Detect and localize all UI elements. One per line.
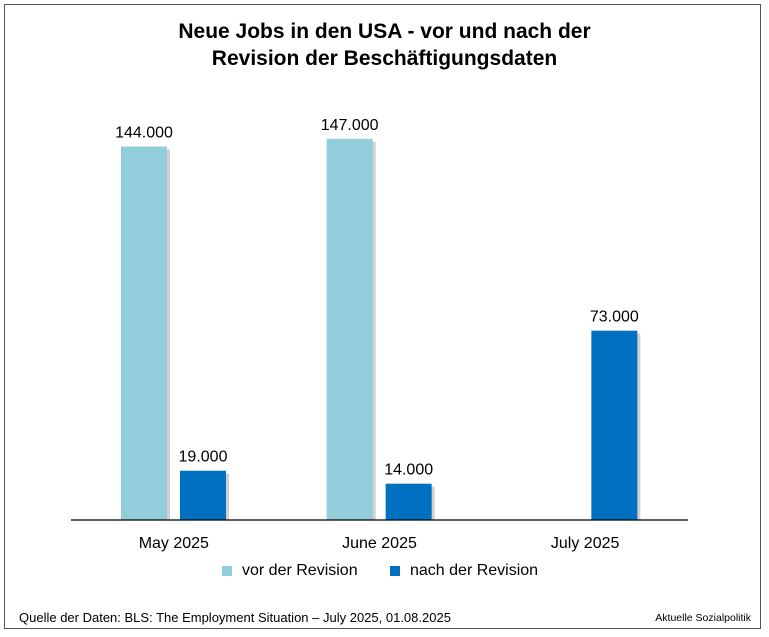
- data-label: 147.000: [321, 117, 379, 134]
- chart-title-line1: Neue Jobs in den USA - vor und nach der: [178, 20, 591, 43]
- chart-title-line2: Revision der Beschäftigungsdaten: [211, 47, 558, 70]
- legend: vor der Revision nach der Revision: [0, 562, 769, 582]
- legend-label-vor: vor der Revision: [242, 562, 358, 579]
- bar-vor-0: [121, 146, 167, 520]
- credit-note: Aktuelle Sozialpolitik: [655, 612, 751, 624]
- legend-item-nach: nach der Revision: [390, 562, 538, 580]
- bar-vor-1: [326, 138, 373, 520]
- bar-nach-0: [180, 470, 226, 520]
- data-label: 144.000: [115, 125, 173, 142]
- x-tick-label: July 2025: [551, 535, 620, 552]
- x-tick-label: May 2025: [139, 535, 209, 552]
- legend-label-nach: nach der Revision: [410, 562, 539, 579]
- legend-swatch-vor: [222, 566, 232, 576]
- source-note: Quelle der Daten: BLS: The Employment Si…: [19, 610, 451, 625]
- data-label: 73.000: [590, 309, 639, 326]
- legend-swatch-nach: [390, 566, 400, 576]
- legend-item-vor: vor der Revision: [222, 562, 358, 580]
- data-label: 14.000: [384, 462, 433, 479]
- chart-title: Neue Jobs in den USA - vor und nach der …: [0, 18, 769, 72]
- bar-nach-1: [385, 483, 432, 520]
- data-label: 19.000: [179, 449, 228, 466]
- x-tick-label: June 2025: [342, 535, 417, 552]
- bar-nach-2: [591, 330, 638, 520]
